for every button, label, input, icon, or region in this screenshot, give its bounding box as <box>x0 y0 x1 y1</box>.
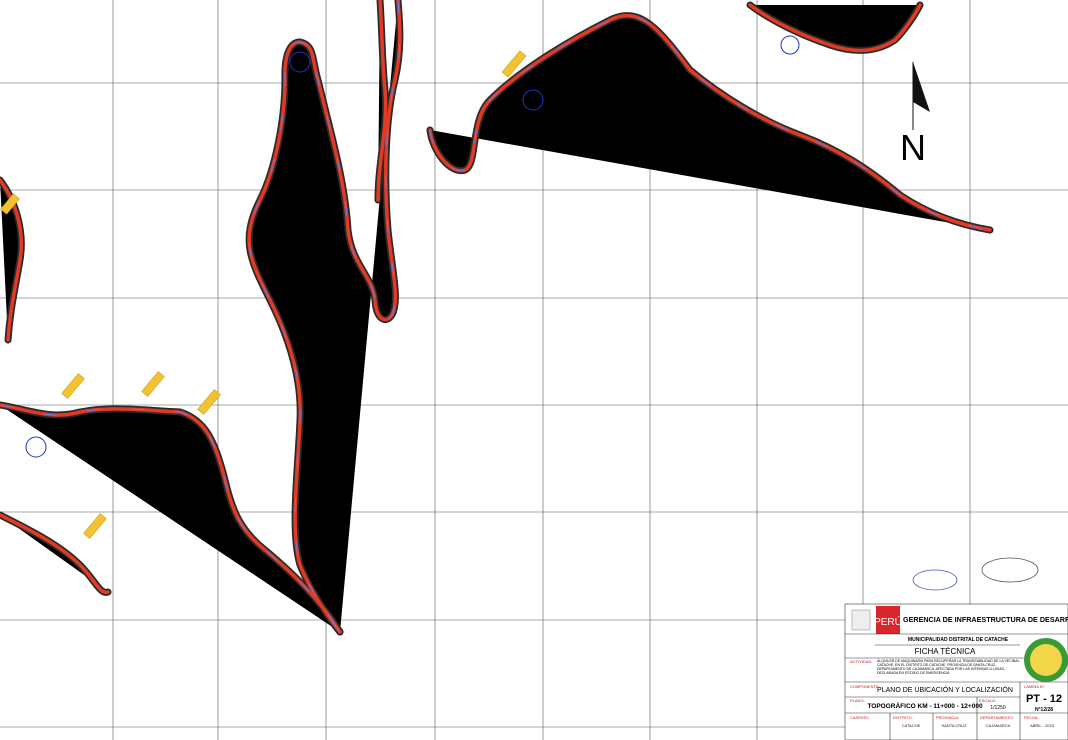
municipality: MUNICIPALIDAD DISTRITAL DE CATACHE <box>908 637 1009 643</box>
activity-label: ACTIVIDAD: <box>850 659 872 664</box>
field-value: SANTA CRUZ <box>941 723 967 728</box>
activity-box: ALQUILER DE MAQUINARIA PARA RECUPERAR LA… <box>877 659 1020 675</box>
sheet: PT - 12 <box>1026 693 1062 705</box>
sheet-type: FICHA TÉCNICA <box>915 647 976 656</box>
reference-circles <box>25 35 800 458</box>
sheet-count: N°12/28 <box>1035 707 1053 713</box>
scale-label: ESCALA: <box>979 698 996 703</box>
field-value: ABRIL - 2023 <box>1030 723 1055 728</box>
field-label: FECHA: <box>1024 715 1039 720</box>
stamps <box>912 557 1039 591</box>
field-label: PROVINCIA: <box>936 715 959 720</box>
plan: TOPOGRÁFICO KM - 11+000 - 12+000 <box>867 701 983 710</box>
component-label: COMPONENTE: <box>850 684 880 689</box>
plan-label: PLANO: <box>850 698 865 703</box>
field-label: DISTRITO: <box>893 715 913 720</box>
field-label: CASERÍO: <box>850 715 869 720</box>
title-block: PERÚ GERENCIA DE INFRAESTRUCTURA DE DESA… <box>844 603 1068 740</box>
agency: GERENCIA DE INFRAESTRUCTURA DE DESARROLL… <box>903 615 1068 624</box>
field-value: CATACHE <box>902 723 921 728</box>
component: PLANO DE UBICACIÓN Y LOCALIZACIÓN <box>877 685 1013 694</box>
scale: 1/1250 <box>990 705 1006 711</box>
north-label: N <box>900 127 926 168</box>
north-arrow: N <box>900 62 930 168</box>
field-value: CAJAMARCA <box>986 723 1011 728</box>
country: PERÚ <box>874 615 902 628</box>
tags <box>0 50 527 539</box>
field-label: DEPARTAMENTO: <box>980 715 1014 720</box>
sheet-label: LÁMINA N°: <box>1024 684 1045 689</box>
road-network <box>0 0 990 632</box>
activity-text: ALQUILER DE MAQUINARIA PARA RECUPERAR LA… <box>877 659 1020 675</box>
